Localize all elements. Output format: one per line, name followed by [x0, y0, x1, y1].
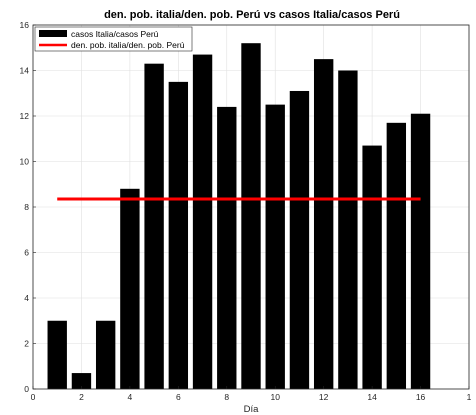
legend-label-line: den. pob. italia/den. pob. Perú	[71, 40, 185, 50]
bar	[47, 320, 67, 389]
bar	[265, 104, 285, 389]
bar	[71, 373, 92, 389]
bar	[410, 113, 431, 389]
y-tick-label: 16	[20, 20, 30, 30]
x-tick-label: 14	[367, 392, 377, 402]
x-axis-ticks: 0 2 4 6 8 10 12 14 16 1	[31, 386, 472, 402]
legend-swatch-bars	[39, 30, 67, 37]
x-tick-label: 8	[224, 392, 229, 402]
bar	[168, 81, 189, 389]
y-tick-label: 8	[24, 202, 29, 212]
bar	[241, 43, 261, 389]
y-tick-label: 6	[24, 248, 29, 258]
bar	[289, 90, 310, 389]
chart-title: den. pob. italia/den. pob. Perú vs casos…	[104, 9, 400, 21]
y-tick-label: 2	[24, 339, 29, 349]
bar	[338, 70, 358, 389]
x-tick-label: 10	[270, 392, 280, 402]
bar	[120, 188, 140, 389]
y-axis-ticks: 0 2 4 6 8 10 12 14 16	[20, 20, 36, 394]
y-tick-label: 14	[20, 66, 30, 76]
bar	[362, 145, 382, 389]
bar	[217, 106, 237, 390]
y-tick-label: 4	[24, 293, 29, 303]
x-tick-label: 6	[176, 392, 181, 402]
bar	[192, 54, 213, 389]
x-tick-label: 1	[467, 392, 472, 402]
x-tick-label: 12	[319, 392, 329, 402]
y-tick-label: 10	[20, 157, 30, 167]
x-tick-label: 0	[31, 392, 36, 402]
bar-series	[47, 43, 431, 390]
x-tick-label: 16	[416, 392, 426, 402]
bar	[144, 63, 164, 390]
bar	[313, 59, 334, 389]
bar	[386, 122, 407, 389]
x-tick-label: 4	[128, 392, 133, 402]
x-tick-label: 2	[79, 392, 84, 402]
legend-label-bars: casos Italia/casos Perú	[71, 29, 159, 39]
legend: casos Italia/casos Perú den. pob. italia…	[34, 26, 193, 52]
x-axis-label: Día	[244, 404, 260, 415]
y-tick-label: 0	[24, 384, 29, 394]
y-tick-label: 12	[20, 111, 30, 121]
bar	[95, 320, 116, 389]
